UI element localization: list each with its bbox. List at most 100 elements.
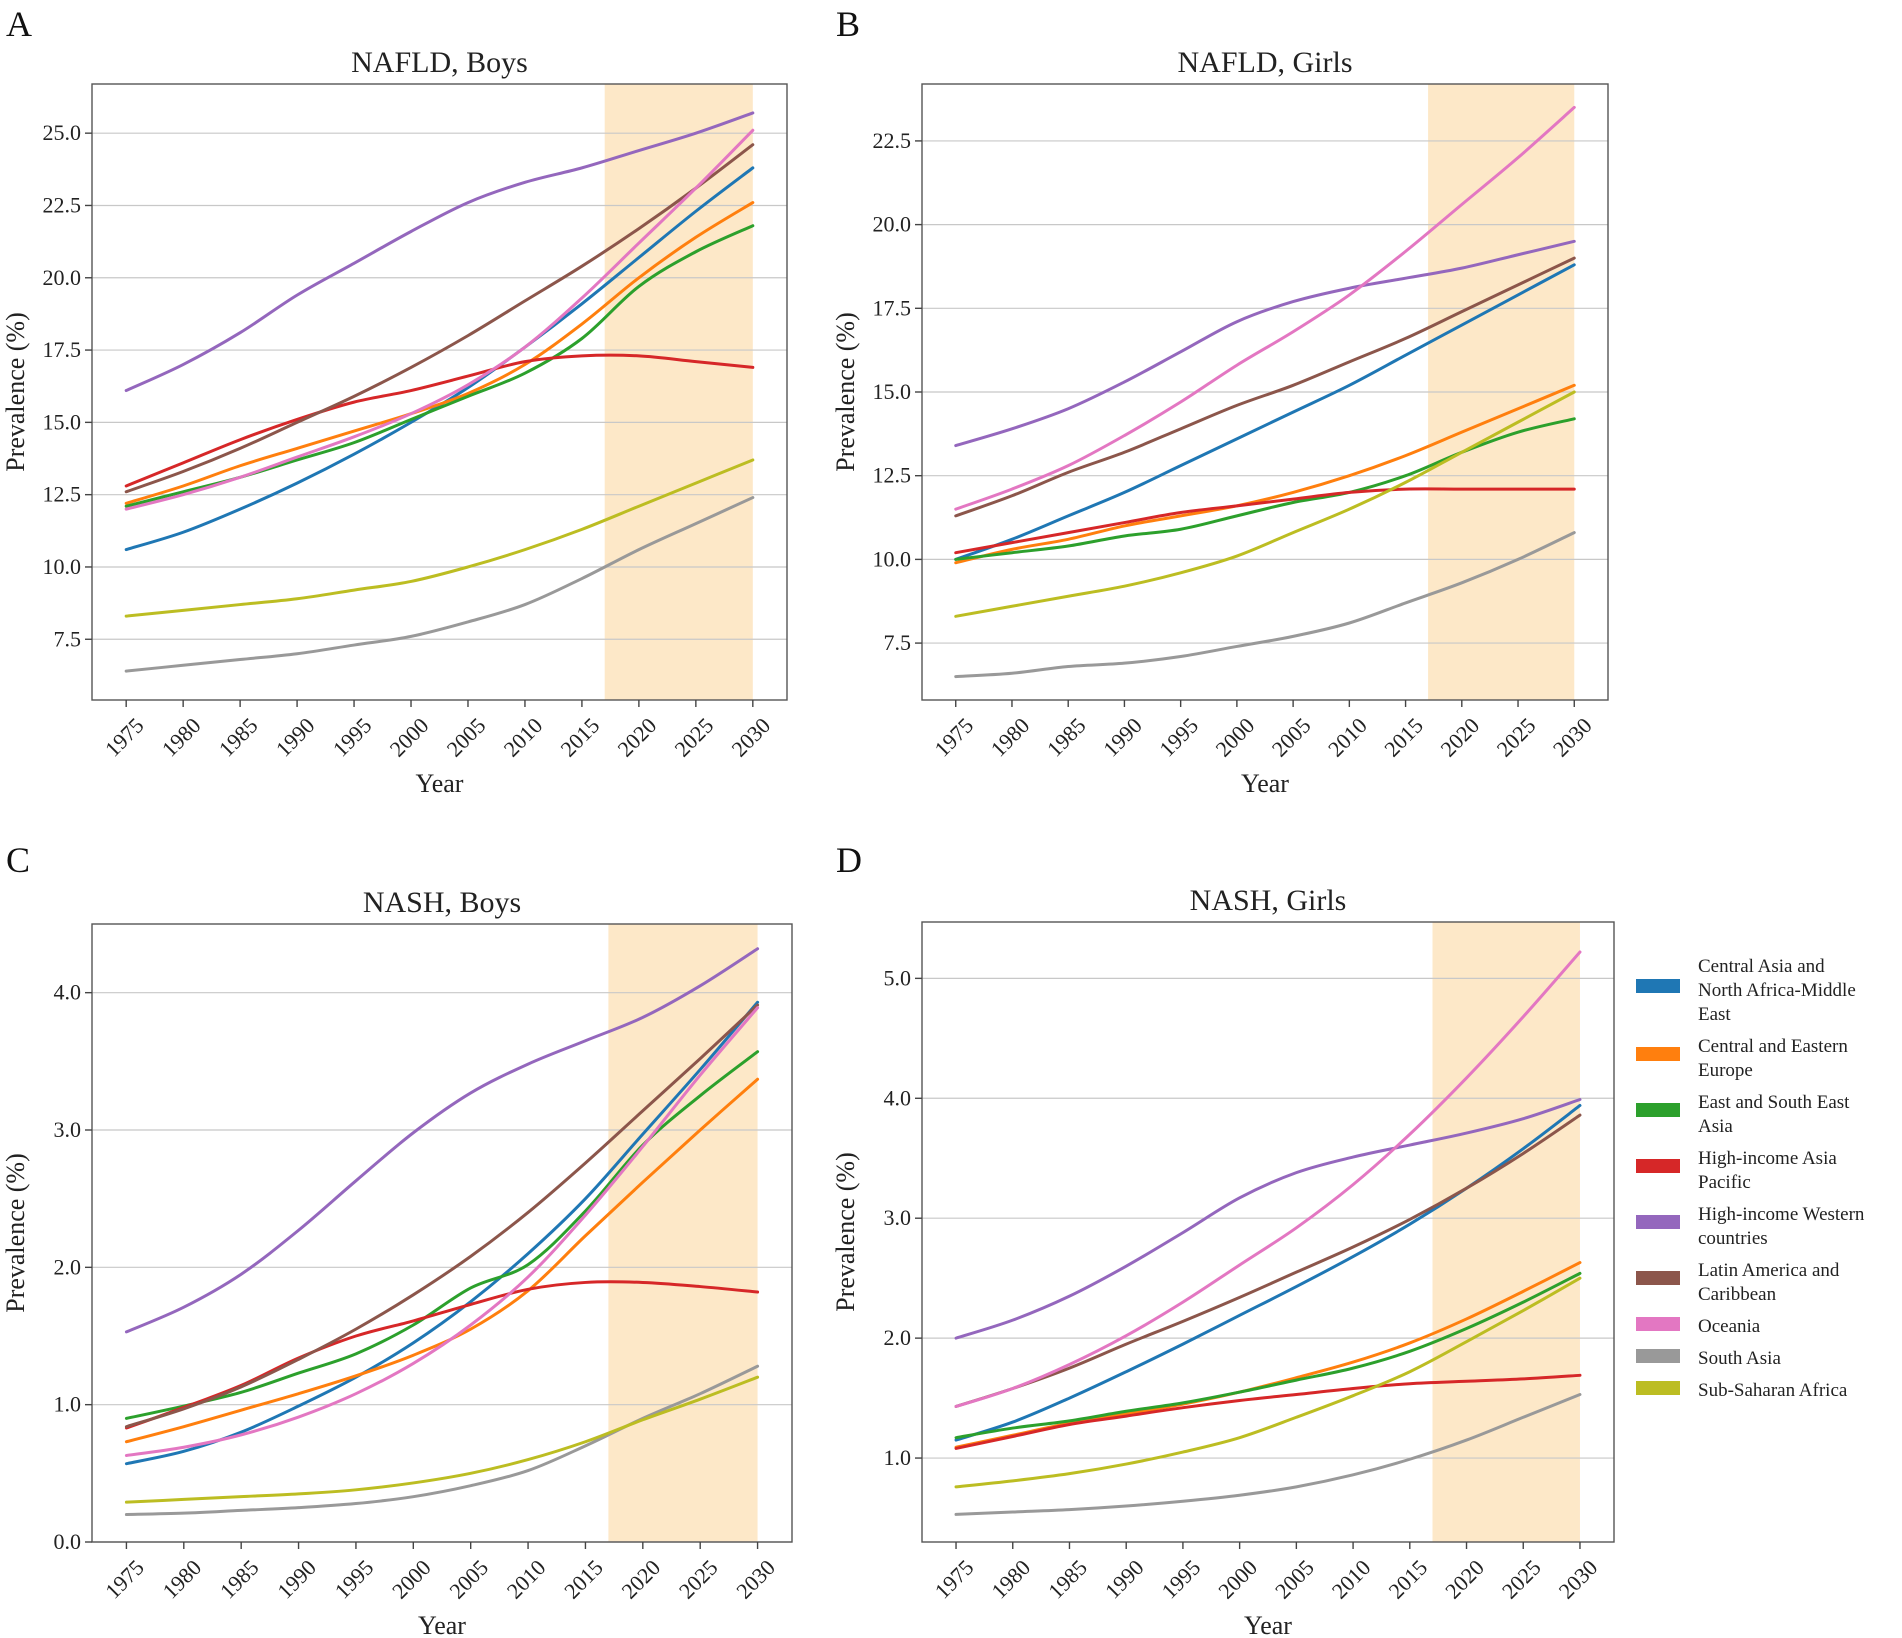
x-tick-label: 2030: [726, 713, 775, 762]
series-line-sa: [124, 496, 755, 673]
y-tick-label: 7.5: [884, 630, 912, 655]
y-tick-label: 10.0: [873, 546, 912, 571]
x-tick-label: 2015: [1383, 1555, 1432, 1604]
legend-label-line: East: [1698, 1004, 1731, 1025]
legend-label-ssa: Sub-Saharan Africa: [1698, 1380, 1848, 1401]
legend-swatch-cee: [1636, 1047, 1680, 1061]
y-tick-label: 17.5: [873, 295, 912, 320]
x-tick-label: 1975: [100, 1555, 149, 1604]
series-line-lac: [954, 256, 1576, 518]
x-tick-label: 1995: [330, 1555, 379, 1604]
chart-panel-a: A NAFLD, Boys 7.5 10.0 12.5 15.0 17.5 20.0 22.5 2…: [1, 4, 788, 798]
y-tick-label: 15.0: [43, 409, 82, 434]
series-line-ssa: [954, 1276, 1582, 1489]
x-tick-label: 2025: [1492, 713, 1541, 762]
x-tick-label: 1990: [1100, 1555, 1149, 1604]
x-axis-label: Year: [416, 769, 464, 798]
series-line-cee: [124, 1077, 760, 1444]
series-line-caname: [124, 166, 755, 552]
x-tick-label: 2005: [1267, 713, 1316, 762]
x-tick-label: 1980: [157, 713, 206, 762]
y-tick-label: 4.0: [884, 1085, 912, 1110]
legend-label-cee: Central and Eastern Europe: [1698, 1036, 1848, 1081]
legend-label-line: Caribbean: [1698, 1284, 1777, 1305]
series-line-ssa: [954, 390, 1576, 618]
x-tick-label: 1975: [930, 1555, 979, 1604]
x-tick-label: 1980: [986, 713, 1035, 762]
series-group: [954, 950, 1582, 1516]
x-tick-label: 1995: [1157, 1555, 1206, 1604]
y-tick-label: 0.0: [54, 1529, 82, 1554]
y-tick-label: 25.0: [43, 120, 82, 145]
y-tick-label: 1.0: [54, 1392, 82, 1417]
legend-label-esea: East and South East Asia: [1698, 1092, 1850, 1137]
legend-swatch-hiap: [1636, 1159, 1680, 1173]
series-line-cee: [124, 201, 755, 505]
series-line-caname: [954, 263, 1576, 561]
y-tick-label: 3.0: [884, 1205, 912, 1230]
series-line-cee: [954, 383, 1576, 565]
x-tick-label: 2010: [1323, 713, 1372, 762]
series-line-ssa: [124, 1375, 760, 1504]
legend-label-line: Pacific: [1698, 1172, 1751, 1193]
legend-label-line: countries: [1698, 1228, 1768, 1249]
x-tick-label: 2025: [674, 1555, 723, 1604]
legend-swatch-lac: [1636, 1271, 1680, 1285]
chart-panel-b: B NAFLD, Girls 7.5 10.0 12.5 15.0 17.5 20.0 22.5…: [831, 4, 1609, 798]
projection-region: [1432, 922, 1580, 1542]
y-tick-label: 1.0: [884, 1445, 912, 1470]
plot-frame: [91, 83, 788, 701]
panel-letter: D: [836, 840, 862, 880]
series-line-hiw: [124, 111, 755, 393]
chart-title: NASH, Girls: [1190, 884, 1347, 917]
legend-swatch-caname: [1636, 979, 1680, 993]
x-tick-label: 1995: [328, 713, 377, 762]
panel-letter: B: [836, 4, 860, 44]
x-tick-label: 2030: [1548, 713, 1597, 762]
x-tick-label: 2020: [616, 1555, 665, 1604]
legend-swatch-sa: [1636, 1349, 1680, 1363]
series-line-oc: [124, 128, 755, 511]
y-tick-label: 5.0: [884, 965, 912, 990]
legend-label-hiap: High-income Asia Pacific: [1698, 1148, 1837, 1193]
panel-letter: C: [6, 840, 30, 880]
legend-label-line: Latin America and: [1698, 1260, 1840, 1281]
x-tick-label: 2010: [1327, 1555, 1376, 1604]
x-tick-label: 2005: [1270, 1555, 1319, 1604]
series-line-hiw: [954, 239, 1576, 448]
x-tick-label: 1985: [1043, 1555, 1092, 1604]
legend-label-line: South Asia: [1698, 1348, 1781, 1369]
series-line-ssa: [124, 458, 755, 618]
series-line-hiap: [954, 1373, 1582, 1450]
y-tick-label: 17.5: [43, 337, 82, 362]
x-tick-label: 2000: [1211, 713, 1260, 762]
y-axis-label: Prevalence (%): [831, 312, 860, 472]
series-line-sa: [954, 1393, 1582, 1516]
y-axis-label: Prevalence (%): [1, 312, 30, 472]
y-tick-label: 10.0: [43, 554, 82, 579]
series-line-lac: [124, 1003, 760, 1429]
legend-label-line: High-income Asia: [1698, 1148, 1837, 1169]
panel-letter: A: [6, 4, 32, 44]
x-tick-label: 2030: [1554, 1555, 1603, 1604]
x-tick-label: 1990: [271, 713, 320, 762]
x-tick-label: 2020: [1440, 1555, 1489, 1604]
x-tick-label: 1985: [1042, 713, 1091, 762]
y-tick-label: 3.0: [54, 1117, 82, 1142]
x-tick-label: 1985: [214, 713, 263, 762]
series-line-hiw: [954, 1097, 1582, 1340]
x-axis-label: Year: [1244, 1611, 1292, 1638]
x-tick-label: 2015: [1379, 713, 1428, 762]
legend-label-line: Asia: [1698, 1116, 1733, 1137]
x-tick-label: 2005: [442, 713, 491, 762]
projection-region: [608, 924, 758, 1542]
series-line-oc: [954, 105, 1576, 511]
x-tick-label: 2000: [385, 713, 434, 762]
y-tick-label: 20.0: [43, 265, 82, 290]
x-tick-label: 2020: [1435, 713, 1484, 762]
x-tick-label: 2015: [556, 713, 605, 762]
x-tick-label: 1975: [929, 713, 978, 762]
x-tick-label: 1990: [1098, 713, 1147, 762]
